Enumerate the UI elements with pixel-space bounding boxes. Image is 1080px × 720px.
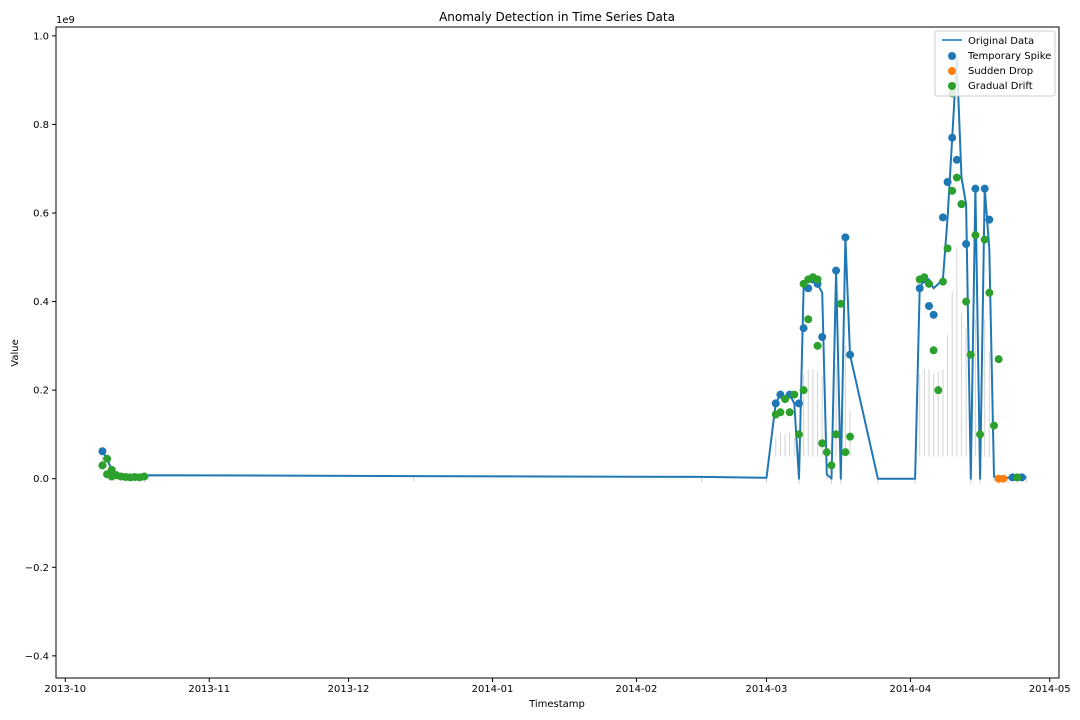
- chart-title: Anomaly Detection in Time Series Data: [439, 10, 675, 24]
- data-point: [976, 430, 985, 439]
- data-point: [813, 275, 822, 284]
- data-point: [832, 430, 841, 439]
- data-point: [915, 284, 924, 293]
- data-point: [938, 277, 947, 286]
- x-tick-label: 2014-02: [616, 684, 658, 695]
- legend-marker-gradual-drift: [948, 82, 956, 90]
- y-axis-label: Value: [10, 339, 21, 366]
- x-tick-label: 2013-10: [44, 684, 86, 695]
- data-point: [929, 310, 938, 319]
- y-tick-label: 0.0: [33, 474, 49, 485]
- data-point: [822, 448, 831, 457]
- x-axis-ticks: 2013-10 2013-11 2013-12 2014-01 2014-02 2014-…: [44, 678, 1071, 695]
- data-point: [971, 231, 980, 240]
- data-point: [948, 186, 957, 195]
- data-point: [985, 288, 994, 297]
- series-line-original-data: [101, 57, 1027, 480]
- data-point: [929, 346, 938, 355]
- legend: Original Data Temporary Spike Sudden Dro…: [934, 30, 1056, 97]
- data-point: [794, 399, 803, 408]
- data-point: [781, 395, 790, 403]
- x-tick-label: 2014-01: [472, 684, 514, 695]
- data-point: [999, 474, 1008, 483]
- data-point: [818, 439, 827, 448]
- data-point: [943, 244, 952, 253]
- data-point: [841, 233, 850, 242]
- x-tick-label: 2013-12: [328, 684, 370, 695]
- data-point: [957, 200, 966, 209]
- data-point: [98, 447, 107, 456]
- data-point: [140, 472, 149, 481]
- data-point: [836, 299, 845, 308]
- data-point: [827, 461, 836, 470]
- legend-label-sudden-drop: Sudden Drop: [968, 66, 1033, 77]
- x-tick-label: 2014-04: [890, 684, 932, 695]
- data-point: [799, 324, 808, 333]
- plot-area: [98, 57, 1027, 485]
- data-point: [832, 266, 841, 275]
- y-axis-ticks: −0.4 −0.2 0.0 0.2 0.4 0.6 0.8 1.0: [25, 31, 56, 662]
- data-point: [924, 302, 933, 310]
- data-point: [804, 315, 813, 324]
- data-point: [989, 421, 998, 430]
- data-point: [938, 213, 947, 222]
- legend-label-gradual-drift: Gradual Drift: [968, 81, 1033, 92]
- y-offset-label: 1e9: [56, 15, 75, 26]
- y-tick-label: 0.8: [33, 120, 49, 131]
- data-point: [98, 461, 107, 470]
- data-point: [971, 184, 980, 193]
- data-point: [785, 408, 794, 417]
- legend-label-original-data: Original Data: [968, 36, 1034, 47]
- data-point: [1013, 473, 1022, 482]
- data-point: [799, 386, 808, 395]
- x-tick-label: 2014-03: [746, 684, 788, 695]
- data-point: [920, 273, 929, 282]
- series-sudden-drop: [994, 474, 1008, 483]
- data-point: [776, 408, 785, 417]
- legend-box: [934, 30, 1056, 97]
- y-tick-label: 0.6: [33, 209, 49, 220]
- data-point: [813, 341, 822, 350]
- series-temporary-spike: [98, 133, 1026, 482]
- data-point: [962, 240, 971, 248]
- data-point: [934, 386, 943, 395]
- legend-marker-sudden-drop: [948, 67, 956, 75]
- data-point: [948, 133, 957, 142]
- x-axis-label: Timestamp: [528, 699, 585, 710]
- data-point: [841, 448, 850, 457]
- data-point: [846, 432, 855, 441]
- data-point: [952, 155, 961, 164]
- data-point: [924, 279, 933, 288]
- plot-frame: [55, 26, 1060, 679]
- y-tick-label: 0.2: [33, 386, 49, 397]
- data-point: [846, 350, 855, 359]
- data-point: [790, 390, 799, 399]
- data-point: [985, 215, 994, 224]
- y-tick-label: −0.2: [25, 563, 49, 574]
- data-point: [943, 178, 952, 186]
- data-point: [966, 350, 975, 359]
- data-point: [818, 333, 827, 341]
- series-gradual-drift: [98, 89, 1022, 482]
- y-tick-label: −0.4: [25, 651, 49, 662]
- data-point: [771, 399, 780, 408]
- legend-label-temporary-spike: Temporary Spike: [967, 51, 1051, 62]
- legend-marker-temporary-spike: [948, 52, 956, 60]
- x-tick-label: 2014-05: [1029, 684, 1071, 695]
- data-point: [994, 355, 1003, 364]
- data-point: [980, 235, 989, 244]
- y-tick-label: 1.0: [33, 31, 49, 42]
- data-point: [962, 297, 971, 306]
- data-point: [103, 454, 112, 463]
- data-point: [952, 173, 961, 182]
- y-tick-label: 0.4: [33, 297, 49, 308]
- x-tick-label: 2013-11: [188, 684, 230, 695]
- data-point: [980, 184, 989, 193]
- data-point: [107, 465, 116, 474]
- data-point: [794, 430, 803, 439]
